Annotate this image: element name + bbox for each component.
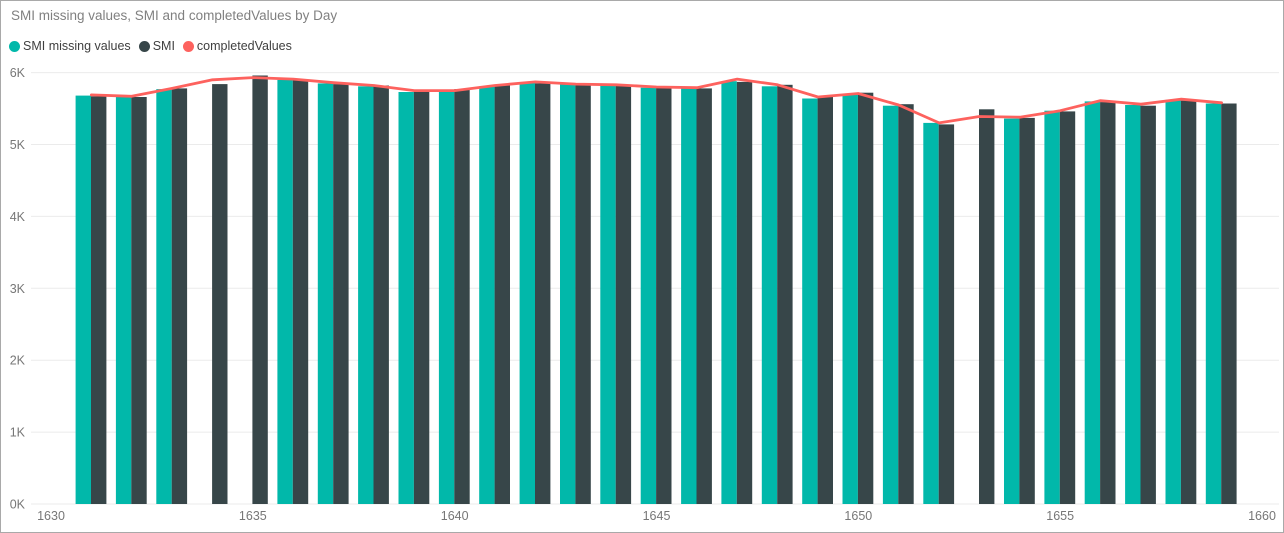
bar-smi-day-1641[interactable] xyxy=(494,84,510,505)
bar-smi-day-1640[interactable] xyxy=(454,89,470,504)
bar-smi-missing-values-day-1645[interactable] xyxy=(640,87,657,504)
bar-smi-missing-values-day-1658[interactable] xyxy=(1165,99,1181,505)
bar-smi-missing-values-day-1652[interactable] xyxy=(923,122,939,505)
bar-smi-day-1648[interactable] xyxy=(777,84,793,505)
legend-item-label: SMI missing values xyxy=(23,39,131,53)
bar-smi-missing-values-day-1656[interactable] xyxy=(1084,101,1101,505)
bar-smi-missing-values-day-1642[interactable] xyxy=(519,82,535,504)
bar-smi-day-1639[interactable] xyxy=(413,89,430,505)
bar-smi-day-1632[interactable] xyxy=(131,97,147,504)
bar-smi-missing-values-day-1632[interactable] xyxy=(115,97,132,504)
bar-smi-missing-values-day-1643[interactable] xyxy=(560,84,576,504)
bar-smi-day-1646[interactable] xyxy=(696,88,712,505)
x-axis-tick-label: 1635 xyxy=(239,509,267,523)
bar-smi-missing-values-day-1644[interactable] xyxy=(600,84,616,505)
bar-smi-missing-values-day-1633[interactable] xyxy=(156,89,172,504)
bar-smi-missing-values-day-1649[interactable] xyxy=(802,98,818,505)
bar-smi-day-1647[interactable] xyxy=(736,81,753,505)
bar-smi-missing-values-day-1639[interactable] xyxy=(398,92,414,504)
x-axis: 1630 1635 1640 1645 1650 1655 1660 xyxy=(37,509,1276,523)
x-axis-tick-label: 1640 xyxy=(441,509,469,523)
y-axis-tick-label: 3K xyxy=(10,282,26,296)
bar-smi-day-1654[interactable] xyxy=(1019,117,1035,505)
bar-smi-day-1651[interactable] xyxy=(898,104,914,504)
legend-item-smi-missing-values[interactable]: SMI missing values xyxy=(9,39,131,53)
bar-smi-day-1644[interactable] xyxy=(615,84,632,505)
legend-marker-icon xyxy=(9,40,20,52)
legend-item-label: SMI xyxy=(152,39,175,53)
legend-marker-icon xyxy=(138,40,150,52)
bar-smi-day-1634[interactable] xyxy=(212,84,228,504)
x-axis-tick-label: 1650 xyxy=(844,509,872,523)
bar-smi-day-1636[interactable] xyxy=(292,80,309,505)
bar-smi-missing-values-day-1631[interactable] xyxy=(75,95,91,504)
bar-smi-day-1633[interactable] xyxy=(171,88,188,505)
bar-smi-missing-values-day-1657[interactable] xyxy=(1125,105,1141,504)
bar-smi-missing-values-day-1647[interactable] xyxy=(721,81,737,504)
bar-smi-missing-values-day-1636[interactable] xyxy=(277,79,293,505)
bar-smi-day-1658[interactable] xyxy=(1180,100,1197,504)
bar-smi-day-1659[interactable] xyxy=(1221,103,1237,505)
bar-smi-day-1649[interactable] xyxy=(817,96,833,505)
bar-smi-day-1657[interactable] xyxy=(1140,105,1156,504)
bar-smi-day-1650[interactable] xyxy=(857,92,874,504)
legend-item-label: completedValues xyxy=(196,39,292,53)
bar-smi-missing-values-day-1641[interactable] xyxy=(479,86,495,505)
bar-smi-day-1631[interactable] xyxy=(91,96,107,505)
bar-smi-missing-values-day-1648[interactable] xyxy=(761,86,778,505)
bar-smi-day-1637[interactable] xyxy=(333,84,349,504)
bar-smi-missing-values-day-1654[interactable] xyxy=(1004,118,1020,504)
bar-smi-day-1656[interactable] xyxy=(1100,102,1116,504)
bar-smi-missing-values-day-1655[interactable] xyxy=(1044,110,1060,504)
x-axis-tick-label: 1660 xyxy=(1248,509,1276,523)
y-axis-tick-label: 4K xyxy=(10,210,26,224)
bar-smi-day-1635[interactable] xyxy=(252,75,268,505)
bar-smi-missing-values-day-1651[interactable] xyxy=(882,105,899,504)
bar-smi-day-1655[interactable] xyxy=(1059,111,1076,505)
y-axis-tick-label: 1K xyxy=(10,426,26,440)
legend: SMI missing values SMI completedValues xyxy=(9,39,300,53)
y-axis-tick-label: 6K xyxy=(10,66,26,80)
bar-smi-day-1642[interactable] xyxy=(535,83,551,505)
x-axis-tick-label: 1655 xyxy=(1046,509,1074,523)
bar-smi-missing-values-day-1659[interactable] xyxy=(1205,103,1222,505)
bar-smi-day-1645[interactable] xyxy=(656,87,672,504)
bar-smi-day-1638[interactable] xyxy=(373,85,389,505)
x-axis-tick-label: 1645 xyxy=(643,509,671,523)
x-axis-tick-label: 1630 xyxy=(37,509,65,523)
bar-smi-day-1653[interactable] xyxy=(979,109,995,505)
bar-smi-missing-values-day-1637[interactable] xyxy=(317,83,334,505)
bar-smi-day-1643[interactable] xyxy=(575,84,591,504)
bar-smi-missing-values-day-1646[interactable] xyxy=(681,88,697,505)
y-axis-tick-label: 0K xyxy=(10,498,26,512)
legend-item-smi[interactable]: SMI xyxy=(138,39,175,53)
bar-smi-day-1652[interactable] xyxy=(938,124,955,505)
y-axis-tick-label: 2K xyxy=(10,354,26,368)
bars xyxy=(75,75,1237,505)
bar-smi-missing-values-day-1640[interactable] xyxy=(438,91,455,505)
bar-smi-missing-values-day-1650[interactable] xyxy=(842,94,858,504)
completedvalues-line[interactable] xyxy=(90,76,1223,125)
y-axis-tick-label: 5K xyxy=(10,138,26,152)
legend-marker-icon xyxy=(182,40,194,52)
bar-smi-missing-values-day-1638[interactable] xyxy=(358,86,374,505)
legend-item-completedvalues[interactable]: completedValues xyxy=(182,39,292,53)
chart-title: SMI missing values, SMI and completedVal… xyxy=(11,8,338,23)
